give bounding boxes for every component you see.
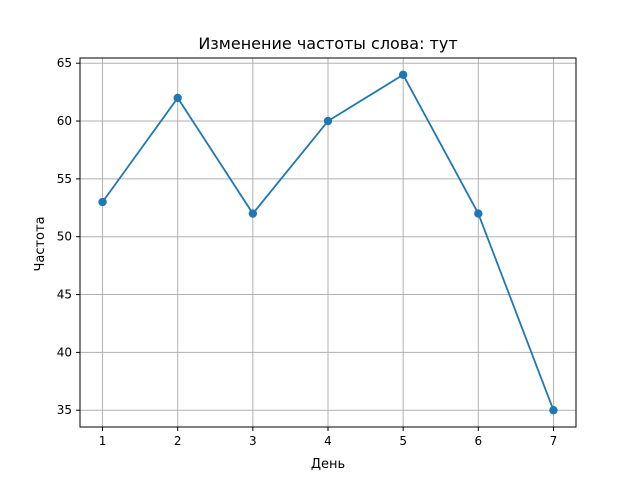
data-point xyxy=(173,93,182,103)
y-axis-label: Частота xyxy=(33,216,48,271)
y-tick-label: 50 xyxy=(57,230,72,244)
x-tick-label: 4 xyxy=(324,434,332,448)
series-layer xyxy=(98,70,558,415)
data-point xyxy=(248,209,258,218)
x-tick-label: 5 xyxy=(399,434,407,448)
data-point xyxy=(549,406,558,415)
chart-title: Изменение частоты слова: тут xyxy=(198,34,457,53)
y-tick-label: 40 xyxy=(57,345,72,359)
data-point xyxy=(98,197,107,207)
x-tick-label: 7 xyxy=(550,434,558,448)
data-point xyxy=(323,116,333,126)
data-point xyxy=(398,70,408,79)
x-tick-label: 3 xyxy=(249,434,257,448)
x-tick-label: 2 xyxy=(174,434,182,448)
grid-layer xyxy=(80,58,576,427)
x-tick-label: 6 xyxy=(474,434,482,448)
y-tick-label: 35 xyxy=(57,403,72,417)
x-tick-label: 1 xyxy=(99,434,107,448)
y-tick-label: 65 xyxy=(57,56,72,70)
y-tick-label: 60 xyxy=(57,114,72,128)
y-tick-label: 55 xyxy=(57,172,72,186)
data-point xyxy=(474,209,483,218)
y-tick-label: 45 xyxy=(57,288,72,302)
x-axis-label: День xyxy=(311,457,345,472)
